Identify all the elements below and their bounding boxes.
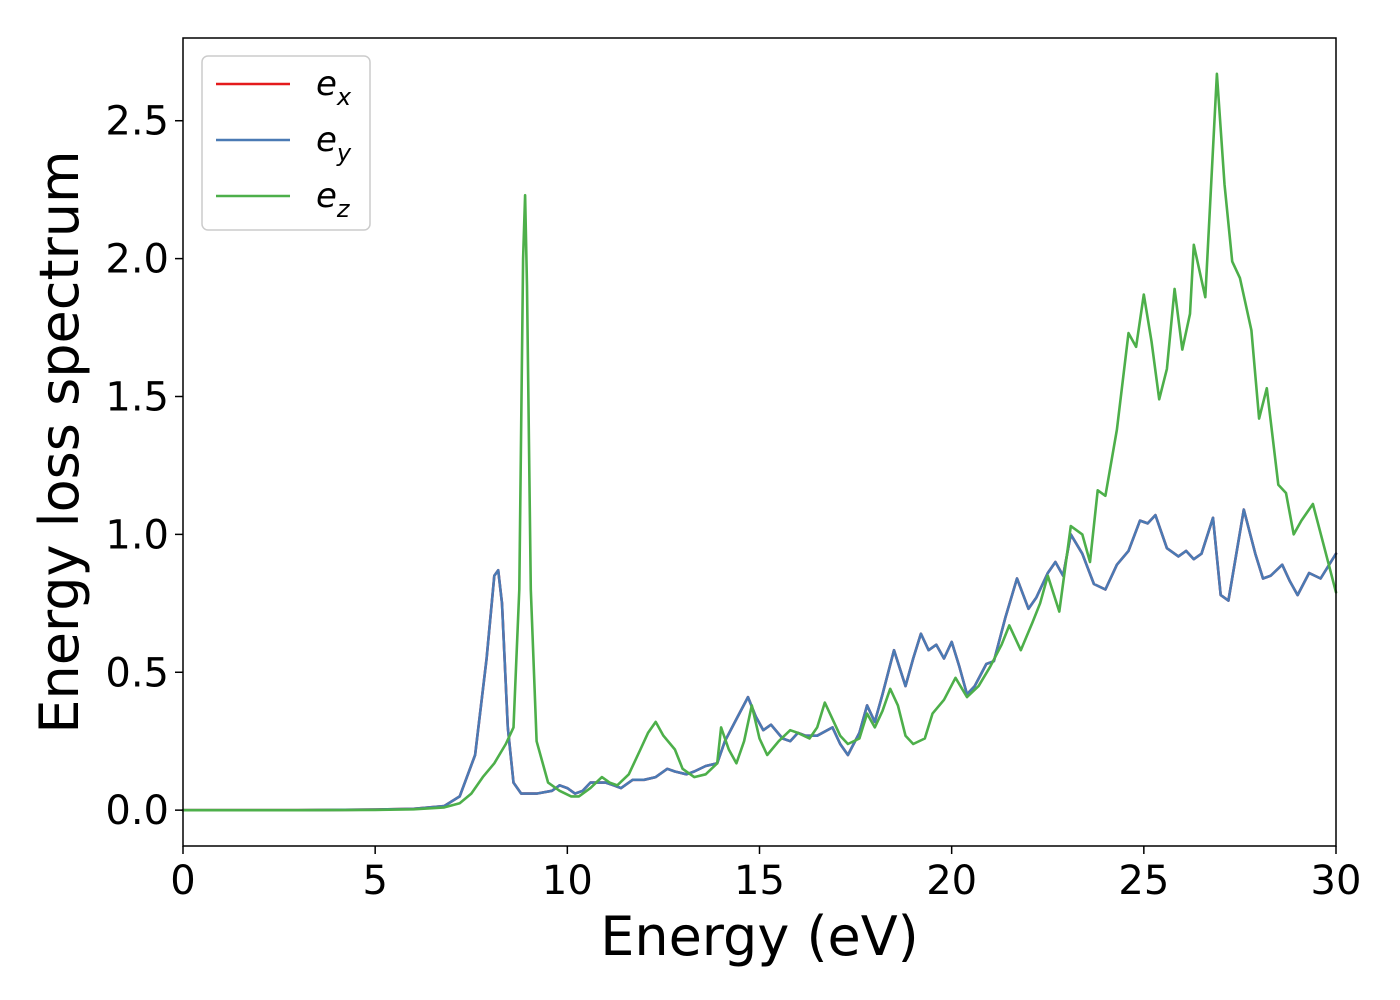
y-tick-label: 2.5 [105, 99, 169, 145]
series-line-z [181, 72, 1338, 812]
legend: ex ey ez [201, 55, 371, 231]
y-axis-ticks: 0.0 0.5 1.0 1.5 2.0 2.5 [105, 99, 183, 834]
y-tick-label: 1.5 [105, 374, 169, 420]
y-axis-label: Energy loss spectrum [28, 150, 91, 733]
x-axis-ticks: 0 5 10 15 20 25 30 [170, 846, 1361, 904]
x-tick-label: 20 [926, 858, 977, 904]
legend-box [201, 55, 371, 231]
y-tick-label: 1.0 [105, 512, 169, 558]
x-tick-label: 0 [170, 858, 195, 904]
series-layer [181, 72, 1338, 812]
y-tick-label: 0.0 [105, 788, 169, 834]
series-line-y [181, 508, 1338, 812]
y-tick-label: 0.5 [105, 650, 169, 696]
x-tick-label: 25 [1118, 858, 1169, 904]
x-tick-label: 10 [542, 858, 593, 904]
x-tick-label: 5 [362, 858, 387, 904]
x-tick-label: 30 [1311, 858, 1362, 904]
x-axis-label: Energy (eV) [600, 905, 919, 968]
legend-label-x: ex [316, 64, 352, 111]
x-tick-label: 15 [734, 858, 785, 904]
legend-label-y: ey [316, 120, 352, 167]
y-tick-label: 2.0 [105, 237, 169, 283]
legend-label-z: ez [316, 176, 351, 223]
